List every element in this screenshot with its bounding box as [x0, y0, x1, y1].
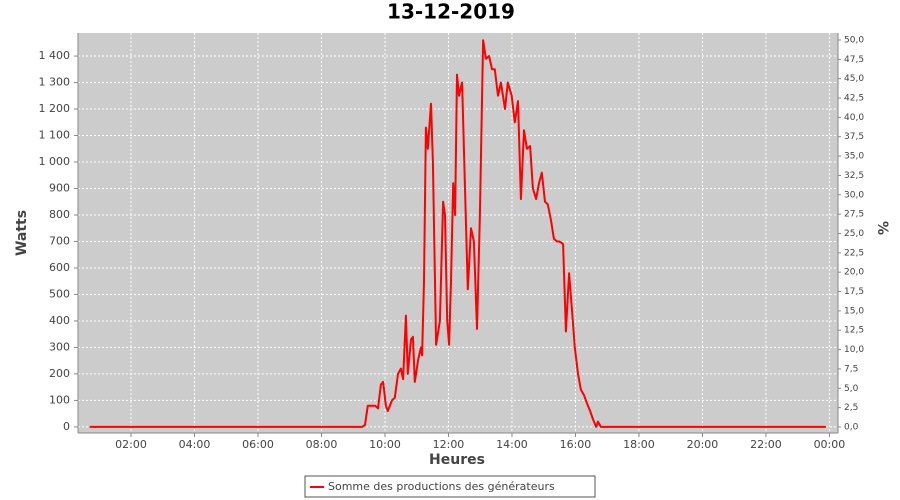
x-axis-label: Heures	[429, 452, 485, 468]
y2-axis-label: %	[874, 221, 890, 235]
y-tick-label: 1 300	[39, 76, 71, 89]
y2-tick-label: 35,0	[844, 152, 864, 162]
x-tick-label: 10:00	[369, 438, 401, 451]
x-tick-label: 16:00	[560, 438, 592, 451]
y2-tick-label: 5,0	[844, 384, 859, 394]
y-tick-label: 800	[49, 208, 70, 221]
plot-area	[78, 33, 838, 433]
x-tick-label: 06:00	[242, 438, 274, 451]
y2-tick-label: 47,5	[844, 55, 864, 65]
legend-label: Somme des productions des générateurs	[328, 480, 555, 493]
y2-tick-label: 12,5	[844, 326, 864, 336]
x-tick-label: 02:00	[115, 438, 147, 451]
y2-tick-label: 2,5	[844, 403, 858, 413]
y-tick-label: 0	[63, 420, 70, 433]
x-tick-label: 12:00	[433, 438, 465, 451]
y-tick-label: 200	[49, 367, 70, 380]
y-tick-label: 300	[49, 340, 70, 353]
y-tick-label: 1 200	[39, 102, 71, 115]
y-tick-label: 900	[49, 181, 70, 194]
y-tick-label: 400	[49, 314, 70, 327]
data-line	[89, 39, 826, 428]
x-tick-label: 00:00	[814, 438, 846, 451]
y-tick-label: 1 100	[39, 129, 71, 142]
x-tick-label: 04:00	[179, 438, 211, 451]
y2-tick-label: 45,0	[844, 74, 864, 84]
y-tick-label: 500	[49, 287, 70, 300]
y2-tick-label: 15,0	[844, 306, 864, 316]
y2-tick-label: 40,0	[844, 113, 864, 123]
y2-tick-label: 30,0	[844, 190, 864, 200]
y-axis-label: Watts	[14, 210, 30, 256]
x-tick-label: 18:00	[623, 438, 655, 451]
y2-tick-label: 0,0	[844, 422, 859, 432]
y-tick-label: 100	[49, 393, 70, 406]
y2-tick-label: 25,0	[844, 229, 864, 239]
y-tick-label: 700	[49, 234, 70, 247]
chart-title: 13-12-2019	[387, 0, 515, 24]
y-tick-label: 1 000	[39, 155, 71, 168]
x-tick-label: 08:00	[306, 438, 338, 451]
legend	[304, 475, 596, 498]
y2-tick-label: 42,5	[844, 94, 864, 104]
y2-tick-label: 10,0	[844, 345, 864, 355]
y2-tick-label: 20,0	[844, 268, 864, 278]
y2-tick-label: 17,5	[844, 287, 864, 297]
y2-tick-label: 22,5	[844, 248, 864, 258]
y2-tick-label: 50,0	[844, 35, 864, 45]
y-tick-label: 600	[49, 261, 70, 274]
x-tick-label: 22:00	[750, 438, 782, 451]
y-tick-label: 1 400	[39, 49, 71, 62]
y2-tick-label: 32,5	[844, 171, 864, 181]
x-tick-label: 14:00	[496, 438, 528, 451]
y2-tick-label: 37,5	[844, 132, 864, 142]
y2-tick-label: 7,5	[844, 364, 858, 374]
x-tick-label: 20:00	[687, 438, 719, 451]
y2-tick-label: 27,5	[844, 210, 864, 220]
